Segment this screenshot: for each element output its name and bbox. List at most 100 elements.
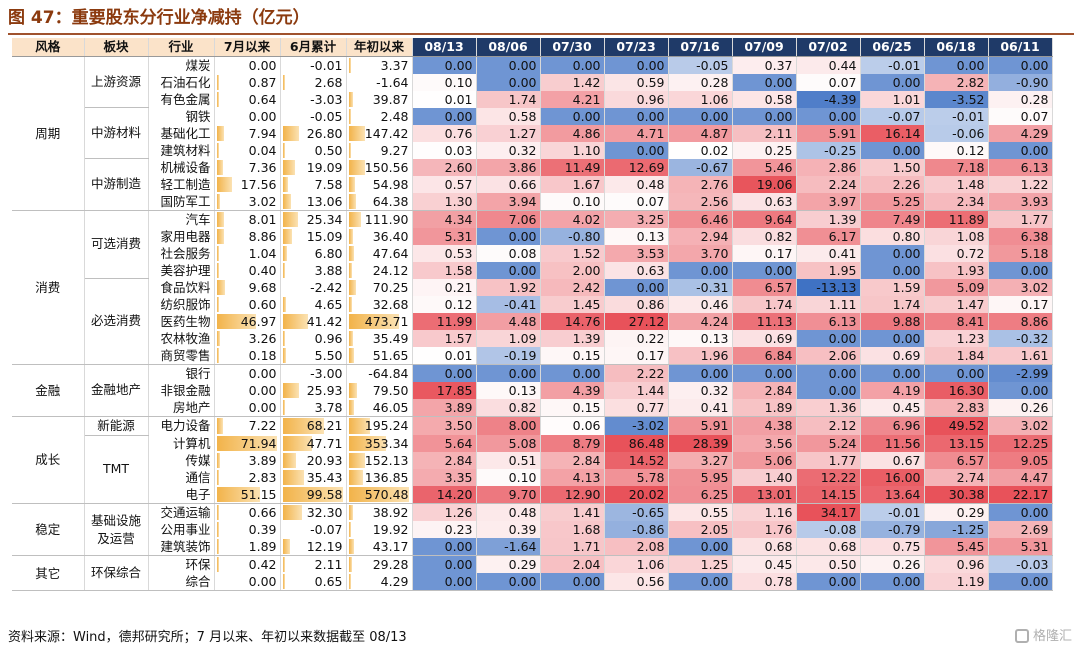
style-group-cell: 金融 bbox=[12, 364, 85, 417]
weekly-value-cell: 2.86 bbox=[796, 158, 861, 176]
summary-ytd-cell: 3.37 bbox=[346, 56, 413, 74]
summary-ytd-cell: 79.50 bbox=[346, 381, 413, 399]
weekly-value-cell: -4.39 bbox=[796, 90, 861, 108]
weekly-value-cell: -0.90 bbox=[988, 73, 1053, 91]
weekly-value-cell: 0.63 bbox=[604, 261, 669, 279]
table-row: 有色金属 0.64 -3.03 39.87 0.01 1.74 4.21 0.96 1.06 0.… bbox=[12, 90, 1053, 108]
summary-value: -0.05 bbox=[310, 108, 343, 124]
weekly-value-cell: 0.00 bbox=[412, 364, 477, 382]
weekly-value-cell: 5.24 bbox=[796, 435, 861, 452]
databar-fill bbox=[216, 193, 220, 209]
summary-value: 15.09 bbox=[306, 228, 343, 244]
summary-ytd-cell: 111.90 bbox=[346, 210, 413, 228]
summary-m7-cell: 7.36 bbox=[214, 158, 281, 176]
summary-value: 46.97 bbox=[240, 313, 277, 329]
summary-value: 32.30 bbox=[306, 505, 343, 520]
databar-fill bbox=[348, 262, 352, 278]
weekly-value-cell: 0.00 bbox=[604, 107, 669, 125]
summary-m7-cell: 3.26 bbox=[214, 329, 281, 347]
weekly-value-cell: 0.00 bbox=[796, 107, 861, 125]
weekly-value-cell: 1.06 bbox=[668, 90, 733, 108]
databar-fill bbox=[348, 470, 363, 485]
weekly-value-cell: 0.00 bbox=[668, 261, 733, 279]
weekly-value-cell: 5.09 bbox=[924, 278, 989, 296]
summary-ytd-cell: -1.64 bbox=[346, 73, 413, 91]
weekly-value-cell: 5.46 bbox=[732, 158, 797, 176]
table-row: 电子 51.15 99.58 570.48 14.20 9.70 12.90 20.02 6.2… bbox=[12, 486, 1053, 504]
databar-fill bbox=[282, 262, 285, 278]
industry-cell: 纺织服饰 bbox=[148, 295, 215, 313]
weekly-value-cell: 0.00 bbox=[924, 364, 989, 382]
industry-cell: 传媒 bbox=[148, 452, 215, 469]
summary-m7-cell: 2.83 bbox=[214, 469, 281, 486]
summary-value: 4.29 bbox=[380, 574, 409, 589]
weekly-value-cell: 0.69 bbox=[860, 346, 925, 365]
weekly-value-cell: 16.14 bbox=[860, 124, 925, 142]
weekly-value-cell: 0.00 bbox=[412, 107, 477, 125]
weekly-value-cell: 0.63 bbox=[732, 192, 797, 211]
databar-fill bbox=[348, 108, 351, 124]
weekly-value-cell: -3.02 bbox=[604, 416, 669, 435]
weekly-value-cell: 12.69 bbox=[604, 158, 669, 176]
table-row: 石油石化 0.87 2.68 -1.64 0.10 0.00 1.42 0.59 0.28 0.0… bbox=[12, 73, 1053, 91]
table-row: 金融 金融地产 银行 0.00 -3.00 -64.84 0.00 0.00 0.00 2.22 0… bbox=[12, 364, 1053, 417]
weekly-value-cell: 0.01 bbox=[412, 90, 477, 108]
industry-cell: 非银金融 bbox=[148, 381, 215, 399]
industry-cell: 汽车 bbox=[148, 210, 215, 228]
weekly-value-cell: 9.88 bbox=[860, 312, 925, 330]
weekly-value-cell: 5.18 bbox=[988, 244, 1053, 262]
databar-fill bbox=[348, 296, 352, 312]
summary-value: 195.24 bbox=[364, 418, 409, 434]
table-row: 社会服务 1.04 6.80 47.64 0.53 0.08 1.52 3.53 3.70 0.1… bbox=[12, 244, 1053, 262]
figure-title: 图 47：重要股东分行业净减持（亿元） bbox=[8, 8, 310, 28]
summary-value: 20.93 bbox=[306, 453, 343, 468]
databar-fill bbox=[348, 417, 370, 434]
databar-fill bbox=[216, 91, 219, 107]
summary-value: 3.89 bbox=[248, 453, 277, 468]
table-row: 周期 上游资源 煤炭 0.00 -0.01 3.37 0.00 0.00 0.00 0.00 -0.… bbox=[12, 56, 1053, 211]
summary-value: 0.42 bbox=[248, 557, 277, 572]
summary-m7-cell: 0.18 bbox=[214, 346, 281, 365]
summary-ytd-cell: 64.38 bbox=[346, 192, 413, 211]
weekly-value-cell: 4.47 bbox=[988, 469, 1053, 486]
weekly-value-cell: 0.57 bbox=[412, 175, 477, 193]
style-group-cell: 其它 bbox=[12, 555, 85, 591]
weekly-value-cell: 1.16 bbox=[732, 503, 797, 521]
summary-value: 17.56 bbox=[240, 176, 277, 192]
weekly-value-cell: 1.26 bbox=[412, 503, 477, 521]
databar-fill bbox=[216, 245, 219, 261]
sector-group-cell: 金融地产 bbox=[84, 364, 149, 417]
databar-fill bbox=[348, 436, 386, 451]
summary-m6-cell: 6.80 bbox=[280, 244, 347, 262]
weekly-value-cell: 0.82 bbox=[476, 398, 541, 417]
weekly-value-cell: 30.38 bbox=[924, 486, 989, 504]
table-row: 建筑材料 0.04 0.50 9.27 0.03 0.32 1.10 0.00 0.02 0.25… bbox=[12, 141, 1053, 159]
weekly-value-cell: 0.00 bbox=[476, 573, 541, 591]
summary-value: 570.48 bbox=[364, 487, 409, 502]
summary-value: -0.07 bbox=[310, 522, 343, 537]
summary-value: 0.00 bbox=[248, 57, 277, 73]
weekly-value-cell: 0.00 bbox=[732, 261, 797, 279]
weekly-value-cell: 17.85 bbox=[412, 381, 477, 399]
weekly-value-cell: -0.65 bbox=[604, 503, 669, 521]
summary-value: 99.58 bbox=[306, 487, 343, 502]
weekly-value-cell: 1.47 bbox=[924, 295, 989, 313]
table-row: 成长 新能源 电力设备 7.22 68.21 195.24 3.50 8.00 0.06 -3.0… bbox=[12, 416, 1053, 504]
summary-value: 64.38 bbox=[372, 193, 409, 209]
header-june-cumulative: 6月累计 bbox=[280, 38, 347, 57]
weekly-value-cell: 4.71 bbox=[604, 124, 669, 142]
industry-cell: 商贸零售 bbox=[148, 346, 215, 365]
weekly-value-cell: 0.78 bbox=[732, 573, 797, 591]
weekly-value-cell: 0.80 bbox=[860, 227, 925, 245]
weekly-value-cell: 0.17 bbox=[988, 295, 1053, 313]
summary-value: 39.87 bbox=[372, 91, 409, 107]
summary-ytd-cell: 353.34 bbox=[346, 435, 413, 452]
title-divider bbox=[8, 33, 1074, 35]
weekly-value-cell: 2.84 bbox=[412, 452, 477, 469]
weekly-value-cell: 0.45 bbox=[732, 555, 797, 573]
databar-fill bbox=[348, 522, 351, 537]
weekly-value-cell: 12.22 bbox=[796, 469, 861, 486]
industry-cell: 环保 bbox=[148, 555, 215, 573]
summary-value: 36.40 bbox=[372, 228, 409, 244]
summary-m7-cell: 0.00 bbox=[214, 364, 281, 382]
